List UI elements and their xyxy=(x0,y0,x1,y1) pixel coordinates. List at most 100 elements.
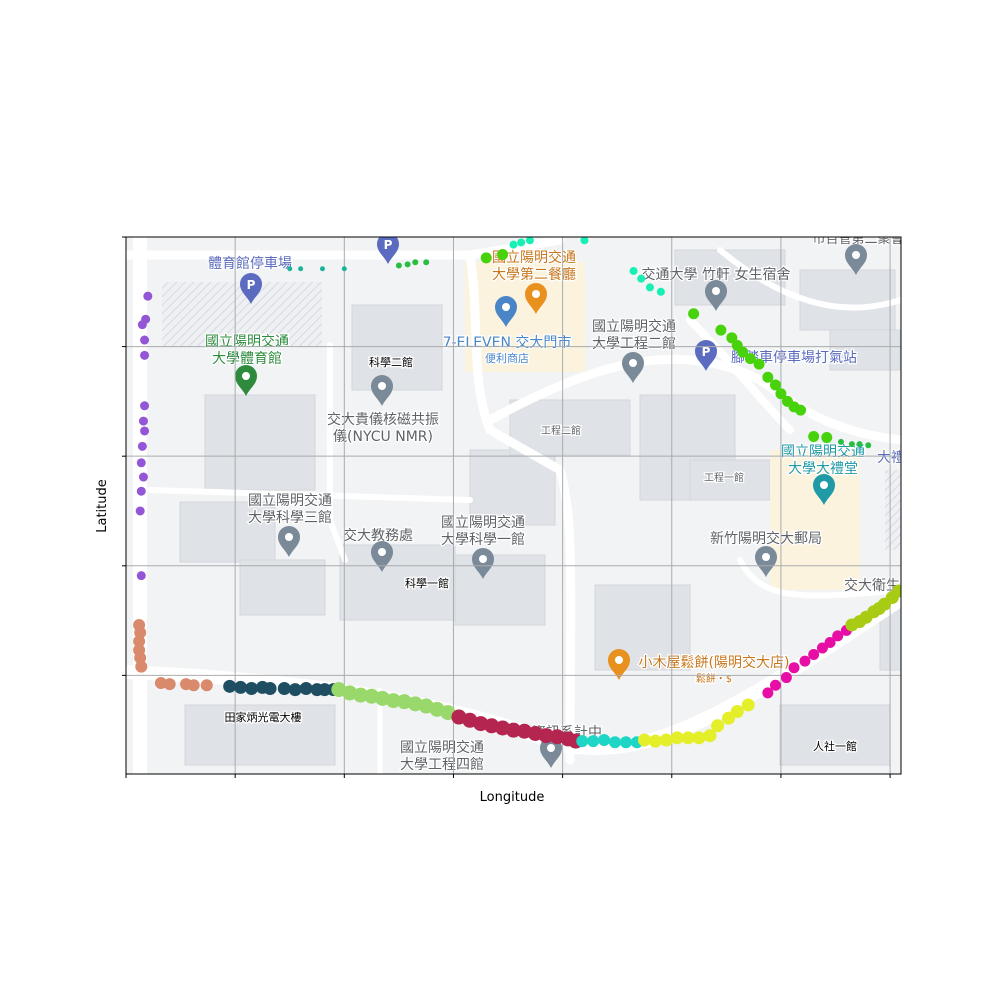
data-point xyxy=(769,379,781,391)
place-pin-icon xyxy=(622,352,644,383)
data-point xyxy=(154,677,167,690)
map-label: 國立陽明交通大學科學一館 xyxy=(441,514,525,548)
data-point xyxy=(385,693,401,709)
restaurant-pin-icon xyxy=(608,649,630,680)
data-point xyxy=(645,283,654,292)
data-point xyxy=(681,731,695,745)
parking-pin-icon: P xyxy=(695,340,717,371)
data-point xyxy=(769,679,781,691)
place-pin-icon xyxy=(371,541,393,572)
map-roads xyxy=(126,237,901,774)
data-point xyxy=(341,266,347,272)
map-label: 新竹陽明交大郵局 xyxy=(710,530,822,547)
data-point xyxy=(775,388,787,400)
map-label: 大禮 xyxy=(877,450,905,466)
data-points xyxy=(133,237,901,749)
data-point xyxy=(892,584,901,598)
data-point xyxy=(832,630,844,642)
data-point xyxy=(133,635,146,648)
data-point xyxy=(138,472,148,482)
data-point xyxy=(762,687,774,699)
school-pin-icon xyxy=(472,548,494,579)
data-point xyxy=(715,324,727,336)
map-label: 國立陽明交通大學科學三館 xyxy=(248,492,332,526)
data-point xyxy=(136,571,146,581)
data-point xyxy=(808,649,820,661)
data-point xyxy=(598,734,611,747)
data-point xyxy=(637,274,646,283)
data-point xyxy=(136,486,146,496)
data-point xyxy=(576,735,589,748)
data-point xyxy=(140,426,150,436)
data-point xyxy=(223,679,237,693)
map-label: 7-ELEVEN 交大門市 xyxy=(443,334,572,351)
data-point xyxy=(762,371,774,383)
data-point xyxy=(319,266,325,272)
map-label: 鬆餅・$ xyxy=(696,672,732,685)
shop-pin-icon xyxy=(495,296,517,327)
music-pin-icon xyxy=(813,474,835,505)
data-point xyxy=(287,266,293,272)
data-point xyxy=(609,736,622,749)
data-point xyxy=(353,687,369,703)
map-label: 交大教務處 xyxy=(343,527,413,544)
data-point xyxy=(837,438,844,445)
series-0 xyxy=(135,291,153,581)
map-label: 交大衛生 xyxy=(844,577,900,594)
data-point xyxy=(788,662,800,674)
data-point xyxy=(703,729,717,743)
data-point xyxy=(821,432,833,444)
data-point xyxy=(143,291,153,301)
data-point xyxy=(824,636,836,648)
data-point xyxy=(140,401,150,411)
data-point xyxy=(245,682,259,696)
data-point xyxy=(137,320,147,330)
map-label: 田家炳光電大樓 xyxy=(225,710,302,724)
map-label: 科學二館 xyxy=(369,355,413,369)
map-highlight-areas xyxy=(465,262,860,590)
map-label: 科學一館 xyxy=(405,576,449,590)
data-point xyxy=(848,441,855,448)
data-point xyxy=(737,346,749,358)
series-12 xyxy=(287,266,347,272)
data-point xyxy=(412,259,419,266)
data-point xyxy=(799,655,811,667)
data-point xyxy=(587,735,600,748)
data-point xyxy=(744,353,756,365)
data-point xyxy=(135,506,145,516)
data-point xyxy=(865,442,872,449)
data-point xyxy=(816,642,828,654)
place-pin-icon xyxy=(705,280,727,311)
data-point xyxy=(423,259,430,266)
axes-frame xyxy=(125,236,902,775)
data-point xyxy=(134,626,147,639)
x-axis-label: Longitude xyxy=(480,790,545,805)
data-point xyxy=(856,441,863,448)
series-11 xyxy=(509,237,665,296)
data-point xyxy=(538,728,554,744)
mail-pin-icon xyxy=(755,546,777,577)
map-pins: P P P xyxy=(235,237,867,768)
school-pin-icon xyxy=(278,526,300,557)
map-label: 交通大學 竹軒 女生宿舍 xyxy=(642,266,791,283)
map-buildings xyxy=(179,249,901,766)
data-point xyxy=(688,308,700,320)
data-point xyxy=(692,731,706,745)
data-point xyxy=(288,683,302,697)
map-label: 人社一館 xyxy=(813,739,857,753)
data-point xyxy=(753,358,765,370)
data-point xyxy=(395,262,402,269)
data-point xyxy=(163,678,176,691)
svg-text:P: P xyxy=(247,278,256,292)
data-point xyxy=(580,237,589,245)
svg-text:P: P xyxy=(702,345,711,359)
y-axis-label: Latitude xyxy=(95,479,110,533)
data-point xyxy=(808,430,820,442)
parking-pin-icon: P xyxy=(240,273,262,304)
data-point xyxy=(525,237,534,245)
series-9 xyxy=(480,249,833,444)
svg-text:P: P xyxy=(384,238,393,252)
data-point xyxy=(726,332,738,344)
map-label: 國立陽明交通大學工程四館 xyxy=(400,739,484,773)
